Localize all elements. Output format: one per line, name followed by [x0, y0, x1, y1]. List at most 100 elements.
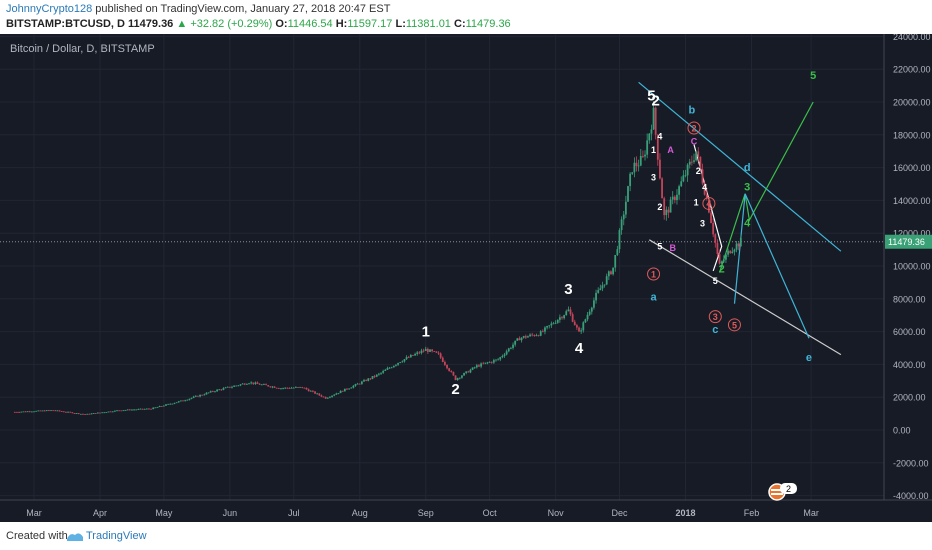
- chart-title: Bitcoin / Dollar, D, BITSTAMP: [10, 43, 155, 55]
- y-tick-label: 0.00: [893, 426, 911, 436]
- tradingview-link[interactable]: TradingView: [86, 530, 147, 542]
- candle-body: [548, 325, 551, 327]
- trendline[interactable]: [648, 239, 842, 356]
- candle-body: [371, 376, 374, 379]
- wave-label: 2: [719, 264, 725, 276]
- wave-label: 1: [694, 197, 699, 207]
- candle-body: [241, 383, 244, 385]
- candle-body: [143, 408, 146, 410]
- flag-icon[interactable]: 2: [768, 483, 797, 501]
- trendline[interactable]: [744, 193, 810, 339]
- candle-body: [605, 276, 608, 285]
- candle-body: [727, 250, 729, 255]
- candle-body: [90, 413, 93, 415]
- candle-body: [450, 370, 453, 372]
- candle-body: [665, 209, 668, 216]
- candle-body: [99, 412, 101, 414]
- candle-body: [618, 230, 621, 250]
- candle-body: [280, 388, 282, 390]
- candle-body: [165, 404, 167, 406]
- candle-body: [590, 307, 593, 312]
- candle-body: [169, 403, 172, 405]
- candle-body: [292, 387, 295, 389]
- candle-body: [18, 412, 20, 413]
- candle-body: [39, 410, 42, 412]
- candle-body: [297, 387, 299, 388]
- candle-body: [156, 407, 159, 408]
- candle-body: [250, 382, 253, 384]
- candle-body: [256, 382, 259, 384]
- candle-body: [20, 411, 23, 413]
- candle-body: [216, 389, 218, 392]
- candle-body: [192, 396, 195, 398]
- candle-body: [320, 395, 323, 397]
- candle-body: [456, 378, 459, 381]
- candle-body: [503, 354, 506, 356]
- wave-label: b: [689, 104, 696, 116]
- y-tick-label: -2000.00: [893, 458, 929, 468]
- candle-body: [441, 357, 444, 362]
- candle-body: [478, 365, 480, 367]
- candle-body: [516, 338, 519, 341]
- trendline[interactable]: [638, 81, 842, 252]
- candle-body: [211, 391, 214, 392]
- candle-body: [37, 410, 40, 412]
- symbol-line: BITSTAMP:BTCUSD, D 11479.36 ▲ +32.82 (+0…: [6, 18, 511, 30]
- candle-body: [505, 351, 508, 355]
- candle-body: [33, 411, 35, 413]
- candle-body: [375, 374, 378, 377]
- wave-circle-marker: [727, 318, 741, 332]
- candle-body: [684, 175, 687, 177]
- candle-body: [339, 390, 342, 394]
- y-tick-label: 12000.00: [893, 229, 931, 239]
- candle-body: [50, 410, 52, 412]
- candle-body: [731, 251, 734, 254]
- candle-body: [224, 387, 227, 389]
- candle-body: [273, 386, 276, 388]
- candle-body: [507, 348, 510, 352]
- candle-body: [92, 413, 95, 414]
- candle-body: [718, 253, 721, 264]
- candle-body: [535, 335, 538, 337]
- candle-body: [610, 271, 612, 275]
- trendline[interactable]: [718, 101, 814, 273]
- candle-body: [348, 388, 350, 390]
- low-label: L:: [395, 18, 406, 30]
- candle-body: [407, 357, 410, 358]
- candle-body: [201, 394, 204, 396]
- candle-body: [171, 403, 174, 405]
- x-tick-label: Aug: [352, 508, 368, 518]
- candle-body: [86, 413, 89, 415]
- candle-body: [622, 214, 625, 220]
- candle-body: [667, 209, 670, 213]
- candle-body: [326, 397, 329, 399]
- candle-body: [650, 129, 653, 134]
- candle-body: [627, 186, 629, 202]
- candle-body: [703, 183, 706, 195]
- wave-label: 3: [651, 173, 656, 183]
- candle-body: [465, 371, 468, 373]
- candle-body: [593, 300, 595, 308]
- author-link[interactable]: JohnnyCrypto128: [6, 3, 93, 15]
- candle-body: [286, 387, 289, 389]
- candle-body: [426, 348, 429, 352]
- wave-label: a: [650, 291, 657, 303]
- candle-body: [203, 394, 206, 396]
- candle-body: [550, 323, 553, 326]
- candle-body: [529, 334, 531, 337]
- candle-body: [111, 411, 114, 413]
- wave-label: 5: [713, 276, 718, 286]
- y-tick-label: 16000.00: [893, 163, 931, 173]
- candle-body: [420, 350, 423, 354]
- candle-body: [514, 340, 517, 345]
- candle-body: [243, 383, 246, 385]
- candle-body: [701, 169, 704, 184]
- trendline[interactable]: [733, 193, 746, 304]
- candle-body: [531, 334, 534, 336]
- candle-body: [331, 395, 333, 397]
- y-tick-label: 8000.00: [893, 294, 926, 304]
- candle-body: [567, 309, 570, 312]
- candle-body: [69, 411, 72, 413]
